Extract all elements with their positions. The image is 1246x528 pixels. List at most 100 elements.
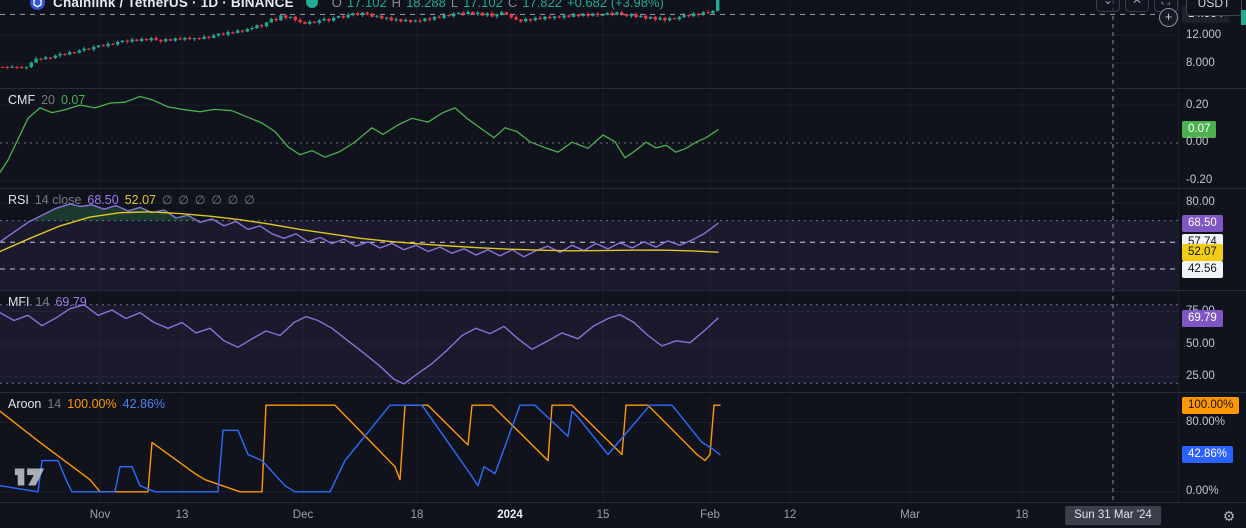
rsi-band-fill (0, 220, 1178, 290)
candle-body (356, 13, 360, 16)
pane-price (0, 0, 1178, 70)
candle-body (44, 57, 48, 60)
candle-body (336, 16, 341, 18)
candle-body (207, 36, 211, 38)
candle-body (490, 13, 494, 17)
candle-body (221, 33, 225, 35)
candle-body (591, 13, 595, 16)
time-axis-label-2024: 2024 (497, 509, 523, 521)
candle-body (399, 19, 403, 22)
candle-body (452, 13, 456, 17)
candle-body (437, 16, 441, 18)
candle-body (68, 52, 72, 55)
candle-body (600, 14, 605, 16)
scale-label-aroon-80.00%: 80.00% (1186, 416, 1226, 428)
candle-body (20, 67, 24, 69)
candle-body (658, 17, 662, 20)
pane-separator[interactable] (0, 392, 1246, 393)
candle-body (711, 10, 715, 14)
currency-toggle-button[interactable]: USDT (1186, 0, 1242, 16)
candle-body (312, 21, 317, 23)
pane-collapse-button[interactable]: ⌄ (1096, 0, 1120, 12)
scale-label-rsi-68.50: 68.50 (1182, 215, 1223, 232)
scale-label-price-8.000: 8.000 (1186, 57, 1215, 69)
candle-body (423, 18, 427, 22)
candle-body (144, 38, 149, 41)
candle-body (682, 15, 686, 18)
candle-body (226, 32, 230, 35)
scale-label-rsi-52.07: 52.07 (1182, 244, 1223, 261)
scale-label-cmf--0.20: -0.20 (1186, 174, 1213, 186)
scale-label-cmf-0.07: 0.07 (1182, 121, 1217, 138)
candle-body (524, 18, 528, 22)
candle-body (346, 14, 350, 18)
add-alert-plus-button[interactable]: + (1159, 8, 1178, 27)
time-axis[interactable]: Nov 13 Dec 18 2024 15 Feb 12 Mar 18 Sun 31 Mar '2… (0, 503, 1246, 528)
candle-body (15, 66, 19, 68)
candle-body (77, 50, 81, 53)
candle-body (672, 18, 677, 20)
indicator-title-segment: 100.00% (67, 397, 117, 411)
candle-body (245, 29, 249, 32)
tradingview-logo[interactable] (13, 466, 47, 493)
candle-body (572, 14, 576, 17)
time-axis-label-18: 18 (410, 509, 424, 521)
candle-body (192, 38, 197, 40)
ohlc-value: 17.102 (463, 0, 503, 10)
candle-body (581, 14, 585, 17)
chart-plot-area[interactable] (0, 0, 1178, 502)
candle-body (514, 17, 518, 20)
ohlc-value: 18.288 (406, 0, 446, 10)
indicator-title-cmf[interactable]: CMF 20 0.07 (8, 93, 85, 107)
pane-close-button[interactable]: ✕ (1125, 0, 1149, 12)
candle-body (250, 28, 254, 30)
candle-body (624, 14, 629, 17)
candle-body (471, 11, 475, 15)
market-status-icon[interactable] (305, 0, 318, 8)
scale-label-mfi-69.79: 69.79 (1182, 310, 1223, 327)
indicator-title-mfi[interactable]: MFI 14 69.79 (8, 295, 87, 309)
indicator-title-segment: 69.79 (55, 295, 87, 309)
candle-body (111, 43, 115, 45)
scale-label-aroon-100.00%: 100.00% (1182, 397, 1240, 414)
pane-separator[interactable] (0, 88, 1246, 89)
indicator-title-aroon[interactable]: Aroon 14 100.00% 42.86% (8, 397, 165, 411)
candle-body (34, 58, 38, 63)
candle-body (231, 32, 235, 34)
candle-body (284, 15, 288, 18)
candle-body (96, 45, 101, 47)
plus-icon: + (1164, 9, 1173, 24)
candle-body (197, 38, 201, 40)
candle-body (413, 20, 417, 22)
time-axis-settings-button[interactable]: ⚙ (1220, 507, 1238, 525)
candle-body (586, 14, 590, 16)
chevron-down-icon: ⌄ (1102, 0, 1114, 7)
candle-body (706, 12, 710, 14)
candle-body (596, 13, 600, 16)
candle-body (130, 39, 134, 42)
pane-separator[interactable] (0, 290, 1246, 291)
ohlc-value: 17.102 (346, 0, 387, 10)
candle-body (5, 67, 9, 69)
pane-mfi (0, 304, 1178, 385)
candle-body (322, 18, 326, 21)
candle-body (485, 13, 489, 16)
indicator-title-segment: ∅ (227, 193, 239, 207)
candle-body (92, 46, 96, 50)
symbol-title[interactable]: Chainlink / TetherUS · 1D · BINANCE (53, 0, 294, 10)
indicator-title-rsi[interactable]: RSI 14 close 68.50 52.07 ∅ ∅ ∅ ∅ ∅ ∅ (8, 193, 255, 207)
candle-body (418, 20, 422, 22)
time-axis-label-18: 18 (1015, 509, 1029, 521)
time-axis-label-Feb: Feb (700, 509, 720, 521)
candle-body (461, 12, 465, 15)
scale-label-rsi-42.56: 42.56 (1182, 261, 1223, 278)
pane-separator[interactable] (0, 188, 1246, 189)
candle-body (668, 18, 672, 21)
chainlink-logo-icon (30, 0, 45, 10)
candle-body (634, 14, 638, 18)
candle-body (495, 14, 499, 17)
candle-body (610, 12, 614, 15)
candle-body (82, 48, 86, 51)
cmf-line (0, 95, 719, 174)
